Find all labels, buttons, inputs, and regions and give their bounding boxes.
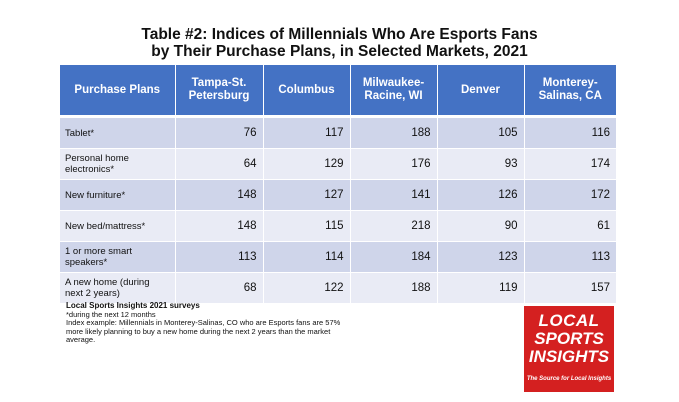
table-cell: 123 — [437, 241, 525, 273]
table-row: Personal home electronics* 64 129 176 93… — [60, 148, 616, 180]
page-title: Table #2: Indices of Millennials Who Are… — [0, 26, 679, 60]
column-header-milwaukee: Milwaukee-Racine, WI — [350, 65, 438, 118]
title-line-2: by Their Purchase Plans, in Selected Mar… — [151, 43, 528, 60]
table-cell: 176 — [350, 148, 438, 180]
logo-line-3: INSIGHTS — [528, 347, 610, 366]
table-cell: 126 — [437, 179, 525, 211]
source-note: Local Sports Insights 2021 surveys — [66, 301, 200, 310]
title-line-1: Table #2: Indices of Millennials Who Are… — [141, 26, 538, 43]
table-cell: 122 — [263, 272, 351, 304]
table-cell: 116 — [524, 116, 616, 149]
index-example-note: Index example: Millennials in Monterey-S… — [66, 318, 341, 345]
table-cell: 105 — [437, 116, 525, 149]
row-label: New furniture* — [60, 179, 176, 211]
logo-line-1: LOCAL — [538, 311, 600, 330]
table-cell: 184 — [350, 241, 438, 273]
purchase-plans-table: Purchase Plans Tampa-St. Petersburg Colu… — [60, 65, 616, 304]
logo-line-2: SPORTS — [534, 329, 604, 348]
logo-tagline: The Source for Local Insights — [526, 376, 612, 382]
column-header-denver: Denver — [437, 65, 525, 118]
table-notes: Local Sports Insights 2021 surveys *duri… — [66, 301, 356, 345]
local-sports-insights-logo: LOCAL SPORTS INSIGHTS The Source for Loc… — [524, 306, 614, 392]
row-label: New bed/mattress* — [60, 210, 176, 242]
table-cell: 90 — [437, 210, 525, 242]
table-cell: 64 — [175, 148, 264, 180]
table-cell: 115 — [263, 210, 351, 242]
table-cell: 141 — [350, 179, 438, 211]
table-cell: 113 — [175, 241, 264, 273]
table-row: New bed/mattress* 148 115 218 90 61 — [60, 210, 616, 242]
row-label: Personal home electronics* — [60, 148, 176, 180]
table-cell: 119 — [437, 272, 525, 304]
row-label: 1 or more smart speakers* — [60, 241, 176, 273]
table-cell: 76 — [175, 116, 264, 149]
table-cell: 218 — [350, 210, 438, 242]
table-cell: 148 — [175, 179, 264, 211]
table-cell: 172 — [524, 179, 616, 211]
table-cell: 129 — [263, 148, 351, 180]
column-header-purchase-plans: Purchase Plans — [60, 65, 176, 118]
table-cell: 157 — [524, 272, 616, 304]
footnote: *during the next 12 months — [66, 309, 156, 319]
table-cell: 188 — [350, 272, 438, 304]
table-row: 1 or more smart speakers* 113 114 184 12… — [60, 241, 616, 273]
table-row: A new home (during next 2 years) 68 122 … — [60, 272, 616, 304]
table-cell: 93 — [437, 148, 525, 180]
table-cell: 68 — [175, 272, 264, 304]
table-header-row: Purchase Plans Tampa-St. Petersburg Colu… — [60, 65, 616, 118]
table-row: New furniture* 148 127 141 126 172 — [60, 179, 616, 211]
column-header-tampa: Tampa-St. Petersburg — [175, 65, 264, 118]
column-header-columbus: Columbus — [263, 65, 351, 118]
table-cell: 117 — [263, 116, 351, 149]
table-row: Tablet* 76 117 188 105 116 — [60, 116, 616, 149]
table-cell: 148 — [175, 210, 264, 242]
row-label: A new home (during next 2 years) — [60, 272, 176, 304]
table-cell: 174 — [524, 148, 616, 180]
column-header-monterey: Monterey-Salinas, CA — [524, 65, 616, 118]
table-cell: 127 — [263, 179, 351, 211]
table-cell: 113 — [524, 241, 616, 273]
row-label: Tablet* — [60, 116, 176, 149]
table-cell: 188 — [350, 116, 438, 149]
table-cell: 114 — [263, 241, 351, 273]
table-cell: 61 — [524, 210, 616, 242]
